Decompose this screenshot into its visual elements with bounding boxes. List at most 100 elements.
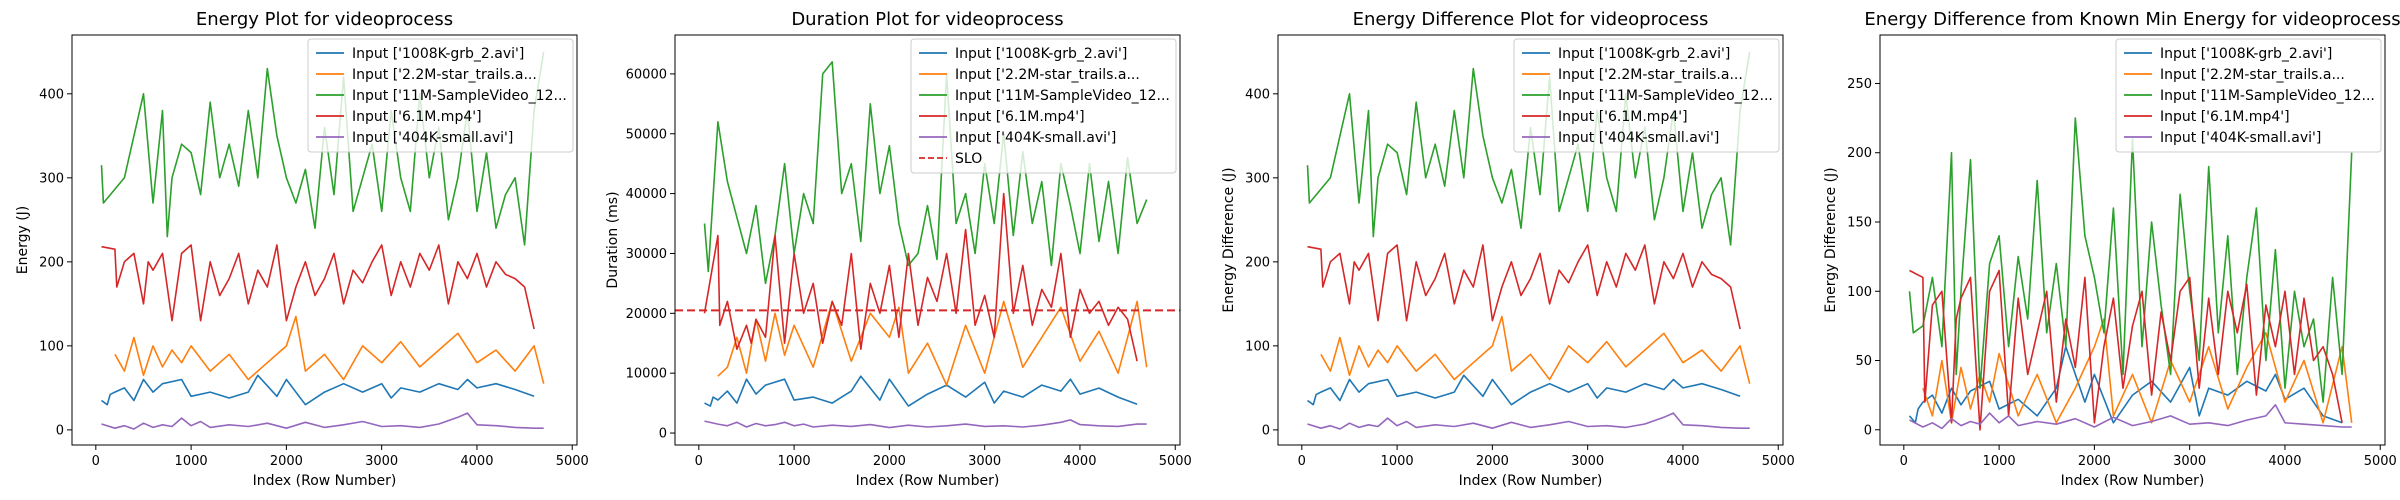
x-tick-label: 1000 — [1983, 454, 2016, 469]
y-tick-label: 50 — [1855, 354, 1872, 369]
y-tick-label: 10000 — [626, 367, 667, 382]
series-line-5 — [1307, 412, 1750, 430]
chart-title: Energy Difference Plot for videoprocess — [1353, 9, 1709, 30]
series-line-4 — [1909, 269, 2343, 431]
series-line-5 — [101, 412, 544, 430]
y-tick-label: 50000 — [626, 127, 667, 142]
legend-label: Input ['2.2M-star_trails.a... — [955, 67, 1140, 83]
x-tick-label: 2000 — [1476, 454, 1509, 469]
x-tick-label: 3000 — [2173, 454, 2206, 469]
legend-label: Input ['404K-small.avi'] — [955, 130, 1116, 146]
y-axis-label: Duration (ms) — [605, 191, 621, 288]
plot-frame — [674, 34, 1181, 446]
series-line-1 — [1307, 374, 1741, 406]
legend: Input ['1008K-grb_2.avi'] Input ['2.2M-st… — [2115, 38, 2382, 153]
y-tick-label: 0 — [56, 423, 64, 438]
chart-title: Energy Difference from Known Min Energy … — [1864, 9, 2400, 30]
y-tick-label: 200 — [1245, 255, 1270, 270]
x-tick-label: 4000 — [1666, 454, 1699, 469]
series-line-3 — [1908, 117, 2353, 403]
x-tick-label: 2000 — [2078, 454, 2111, 469]
legend-label: Input ['404K-small.avi'] — [1558, 130, 1719, 146]
y-tick-label: 40000 — [626, 187, 667, 202]
legend-label: Input ['2.2M-star_trails.a... — [2160, 67, 2345, 83]
legend-label: Input ['11M-SampleVideo_12... — [2160, 88, 2375, 104]
y-tick-label: 400 — [39, 87, 64, 102]
legend-label: Input ['11M-SampleVideo_12... — [955, 88, 1170, 104]
series-line-4 — [1307, 244, 1741, 330]
y-tick-label: 250 — [1847, 77, 1872, 92]
series-line-2 — [1320, 315, 1751, 384]
series-line-1 — [704, 375, 1138, 407]
x-tick-label: 2000 — [270, 454, 303, 469]
series-line-2 — [1922, 318, 2353, 424]
legend-label: Input ['1008K-grb_2.avi'] — [1558, 46, 1730, 62]
x-tick-label: 2000 — [873, 454, 906, 469]
y-tick-label: 0 — [659, 427, 667, 442]
y-tick-label: 0 — [1262, 423, 1270, 438]
series-line-1 — [101, 374, 535, 406]
plot-frame — [1879, 34, 2386, 446]
legend-label: Input ['404K-small.avi'] — [2160, 130, 2321, 146]
chart-panel-2: Duration Plot for videoprocess 0 1000 2000 3… — [605, 9, 1192, 489]
chart-title: Energy Plot for videoprocess — [196, 9, 453, 30]
legend-label: Input ['11M-SampleVideo_12... — [1558, 88, 1773, 104]
legend-label: Input ['2.2M-star_trails.a... — [352, 67, 537, 83]
y-tick-label: 30000 — [626, 247, 667, 262]
legend-box — [2115, 38, 2382, 153]
chart-panel-4: Energy Difference from Known Min Energy … — [1823, 9, 2400, 489]
legend-label: Input ['1008K-grb_2.avi'] — [2160, 46, 2332, 62]
legend-label: Input ['6.1M.mp4'] — [2160, 109, 2290, 125]
x-tick-label: 0 — [695, 454, 703, 469]
legend-label: Input ['6.1M.mp4'] — [352, 109, 482, 125]
legend: Input ['1008K-grb_2.avi'] Input ['2.2M-st… — [910, 38, 1177, 174]
legend: Input ['1008K-grb_2.avi'] Input ['2.2M-st… — [1513, 38, 1780, 153]
x-tick-label: 0 — [92, 454, 100, 469]
x-axis-label: Index (Row Number) — [1459, 473, 1603, 489]
series-line-3 — [703, 61, 1148, 285]
y-axis-label: Energy (J) — [15, 206, 31, 275]
y-tick-label: 400 — [1245, 87, 1270, 102]
series-line-5 — [1909, 403, 2352, 430]
x-axis-label: Index (Row Number) — [253, 473, 397, 489]
legend-box — [910, 38, 1177, 174]
y-tick-label: 0 — [1864, 423, 1872, 438]
y-tick-label: 200 — [1847, 146, 1872, 161]
legend-label: Input ['2.2M-star_trails.a... — [1558, 67, 1743, 83]
legend-label: Input ['6.1M.mp4'] — [955, 109, 1085, 125]
x-tick-label: 1000 — [175, 454, 208, 469]
y-tick-label: 100 — [1245, 339, 1270, 354]
chart-panel-1: Energy Plot for videoprocess 0 1000 2000 300… — [15, 9, 589, 489]
legend-label: Input ['1008K-grb_2.avi'] — [352, 46, 524, 62]
plot-frame — [71, 34, 578, 446]
x-tick-label: 1000 — [778, 454, 811, 469]
legend-label: Input ['404K-small.avi'] — [352, 130, 513, 146]
legend-label: SLO — [955, 151, 982, 167]
series-line-1 — [1908, 345, 2343, 424]
y-tick-label: 150 — [1847, 215, 1872, 230]
series-line-4 — [703, 192, 1138, 362]
plot-frame — [1277, 34, 1784, 446]
x-tick-label: 5000 — [1762, 454, 1795, 469]
series-group — [703, 61, 1148, 429]
x-tick-label: 4000 — [1063, 454, 1096, 469]
x-tick-label: 5000 — [2364, 454, 2397, 469]
x-tick-label: 0 — [1900, 454, 1908, 469]
legend-label: Input ['6.1M.mp4'] — [1558, 109, 1688, 125]
y-tick-label: 20000 — [626, 307, 667, 322]
x-tick-label: 3000 — [968, 454, 1001, 469]
legend-box — [307, 38, 574, 153]
x-tick-label: 3000 — [1571, 454, 1604, 469]
x-tick-label: 1000 — [1381, 454, 1414, 469]
chart-panel-3: Energy Difference Plot for videoprocess 0… — [1221, 9, 1795, 489]
y-axis-label: Energy Difference (J) — [1823, 167, 1839, 312]
x-tick-label: 5000 — [1159, 454, 1192, 469]
y-tick-label: 300 — [39, 171, 64, 186]
legend-label: Input ['1008K-grb_2.avi'] — [955, 46, 1127, 62]
x-tick-label: 4000 — [460, 454, 493, 469]
x-tick-label: 3000 — [365, 454, 398, 469]
chart-title: Duration Plot for videoprocess — [791, 9, 1063, 30]
x-tick-label: 0 — [1298, 454, 1306, 469]
series-line-4 — [101, 244, 535, 330]
